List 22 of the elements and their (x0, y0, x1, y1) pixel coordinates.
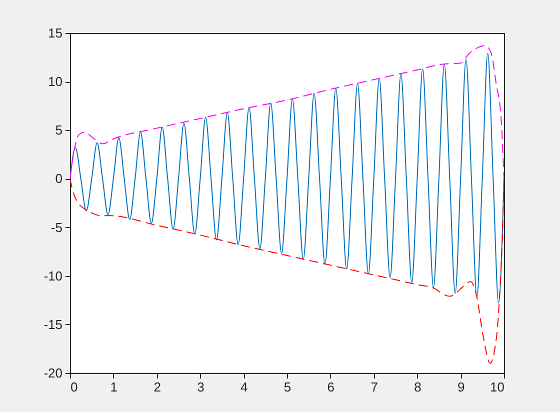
line-series (70, 178, 504, 364)
y-tick-label: 15 (48, 26, 62, 40)
y-tick-label: 5 (55, 122, 62, 138)
x-tick-label: 3 (197, 380, 204, 394)
y-tick-label: -10 (44, 268, 62, 284)
line-series (70, 45, 504, 180)
y-tick-label: 10 (48, 74, 62, 90)
x-tick-label: 4 (240, 380, 248, 394)
y-tick-label: 0 (55, 171, 62, 186)
x-tick-label: 1 (110, 380, 118, 394)
x-tick-label: 0 (70, 380, 78, 394)
y-tick-label: -15 (44, 316, 62, 332)
x-tick-label: 10 (490, 380, 504, 394)
x-tick-label: 5 (284, 380, 292, 394)
line-series (70, 52, 504, 304)
x-tick-label: 6 (327, 380, 335, 394)
x-tick-label: 9 (457, 380, 465, 394)
x-tick-label: 8 (414, 380, 422, 394)
y-tick-label: -5 (50, 220, 62, 235)
x-tick-label: 7 (370, 380, 378, 394)
y-tick-label: -20 (44, 366, 62, 380)
x-tick-label: 2 (154, 380, 161, 394)
